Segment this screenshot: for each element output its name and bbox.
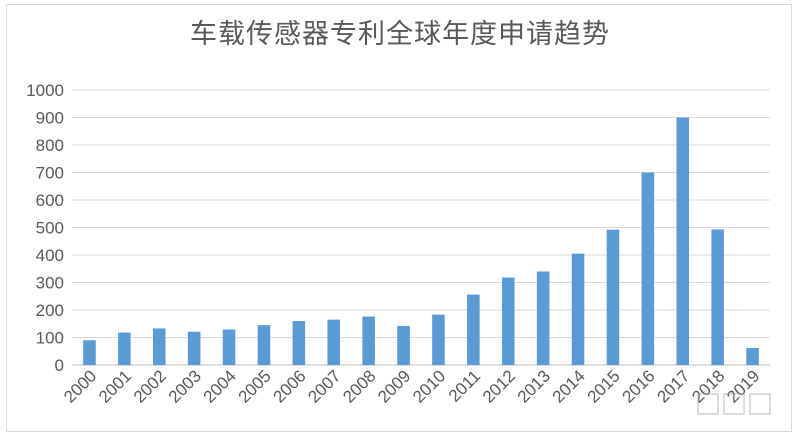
watermark-logo [697,393,771,415]
x-tick-label: 2015 [584,366,624,406]
y-tick-label: 1000 [26,81,64,100]
y-tick-label: 900 [36,109,64,128]
bars [83,117,759,365]
x-tick-label: 2007 [304,366,344,406]
bar-2010 [432,314,445,365]
bar-2015 [606,229,620,365]
x-tick-label: 2001 [95,366,135,406]
x-tick-label: 2005 [235,366,275,406]
y-tick-label: 700 [36,164,64,183]
bar-2001 [118,332,131,365]
x-tick-label: 2002 [130,366,170,406]
bar-2019 [746,347,759,365]
bar-2016 [641,172,655,365]
y-tick-label: 600 [36,191,64,210]
bar-2018 [711,229,724,365]
x-tick-label: 2013 [514,366,554,406]
y-tick-label: 0 [55,356,64,375]
bar-2013 [536,271,550,365]
chart-title: 车载传感器专利全球年度申请趋势 [190,19,610,50]
bar-2002 [152,328,166,365]
x-tick-label: 2010 [409,366,449,406]
bar-2012 [501,277,515,365]
bar-2007 [327,319,341,365]
x-tick-label: 2006 [269,366,309,406]
x-tick-label: 2014 [549,366,589,406]
y-tick-label: 800 [36,136,64,155]
gridlines [72,89,770,366]
bar-2011 [467,294,480,365]
x-tick-label: 2017 [653,366,693,406]
bar-2008 [362,316,375,365]
x-tick-label: 2003 [165,366,205,406]
x-tick-label: 2004 [200,366,240,406]
bar-2006 [292,321,306,365]
y-axis: 0 100 200 300 400 500 600 700 800 900 1000 [26,81,64,375]
y-tick-label: 200 [36,301,64,320]
bar-2005 [257,325,271,365]
bar-2014 [571,253,585,365]
x-tick-label: 2016 [618,366,658,406]
x-axis: 2000200120022003200420052006200720082009… [60,366,763,406]
bar-2004 [222,329,236,365]
bar-2000 [83,340,96,365]
y-tick-label: 400 [36,246,64,265]
bar-2003 [187,331,201,365]
y-tick-label: 100 [36,329,64,348]
x-tick-label: 2009 [374,366,414,406]
x-tick-label: 2008 [339,366,379,406]
x-tick-label: 2011 [445,366,484,405]
bar-2017 [676,117,690,365]
y-tick-label: 300 [36,274,64,293]
x-tick-label: 2012 [479,366,519,406]
x-tick-label: 2000 [60,366,100,406]
bar-2009 [397,325,410,365]
y-tick-label: 500 [36,219,64,238]
